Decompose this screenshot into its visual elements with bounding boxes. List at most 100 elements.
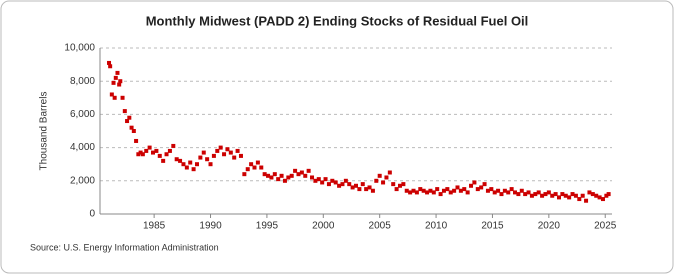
data-point bbox=[492, 190, 497, 195]
data-point bbox=[272, 172, 277, 177]
x-tick-label: 2025 bbox=[594, 221, 617, 232]
data-point bbox=[556, 195, 561, 200]
data-point bbox=[584, 198, 589, 203]
data-point bbox=[326, 182, 331, 187]
data-point bbox=[570, 192, 575, 197]
y-tick-label: 8,000 bbox=[70, 76, 95, 87]
data-point bbox=[469, 183, 474, 188]
data-point bbox=[421, 188, 426, 193]
data-point bbox=[526, 190, 531, 195]
data-point bbox=[211, 153, 216, 158]
data-point bbox=[279, 173, 284, 178]
data-point bbox=[125, 119, 130, 124]
data-point bbox=[587, 190, 592, 195]
data-point bbox=[208, 162, 213, 167]
data-point bbox=[293, 168, 298, 173]
data-point bbox=[316, 177, 321, 182]
data-point bbox=[482, 182, 487, 187]
data-point bbox=[516, 192, 521, 197]
data-point bbox=[384, 175, 389, 180]
data-point bbox=[425, 190, 430, 195]
data-point bbox=[259, 165, 264, 170]
data-point bbox=[144, 148, 149, 153]
x-tick-label: 1995 bbox=[256, 221, 279, 232]
data-point bbox=[164, 152, 169, 157]
data-point bbox=[377, 173, 382, 178]
data-point bbox=[357, 187, 362, 192]
data-point bbox=[120, 95, 125, 100]
data-point bbox=[438, 192, 443, 197]
data-point bbox=[245, 167, 250, 172]
chart-title: Monthly Midwest (PADD 2) Ending Stocks o… bbox=[146, 13, 529, 28]
data-point bbox=[448, 190, 453, 195]
data-point bbox=[560, 192, 565, 197]
data-point bbox=[364, 187, 369, 192]
data-point bbox=[134, 138, 139, 143]
data-point bbox=[367, 185, 372, 190]
data-point bbox=[320, 180, 325, 185]
data-point bbox=[269, 175, 274, 180]
data-point bbox=[218, 145, 223, 150]
data-point bbox=[157, 153, 162, 158]
data-point bbox=[597, 195, 602, 200]
data-point bbox=[462, 187, 467, 192]
data-point bbox=[519, 188, 524, 193]
data-point bbox=[117, 82, 122, 87]
data-point bbox=[502, 188, 507, 193]
data-point bbox=[154, 148, 159, 153]
data-point bbox=[111, 80, 116, 85]
source: Source: U.S. Energy Information Administ… bbox=[30, 242, 219, 252]
data-point bbox=[529, 193, 534, 198]
data-point bbox=[401, 182, 406, 187]
data-point bbox=[408, 190, 413, 195]
data-point bbox=[340, 182, 345, 187]
data-point bbox=[310, 175, 315, 180]
data-point bbox=[296, 172, 301, 177]
data-point bbox=[188, 160, 193, 165]
data-point bbox=[606, 192, 611, 197]
data-point bbox=[147, 145, 152, 150]
data-point bbox=[381, 180, 386, 185]
data-point bbox=[235, 148, 240, 153]
y-tick-label: 4,000 bbox=[70, 142, 95, 153]
data-point bbox=[276, 177, 281, 182]
data-point bbox=[138, 150, 143, 155]
data-point bbox=[201, 150, 206, 155]
data-point bbox=[354, 183, 358, 188]
data-point bbox=[198, 155, 203, 160]
data-point bbox=[347, 182, 352, 187]
data-point bbox=[431, 190, 436, 195]
data-point bbox=[174, 157, 179, 162]
data-point bbox=[573, 193, 578, 198]
data-point bbox=[337, 183, 342, 188]
data-point bbox=[523, 192, 528, 197]
x-tick-label: 2010 bbox=[425, 221, 448, 232]
data-point bbox=[191, 167, 196, 172]
data-point bbox=[394, 187, 399, 192]
data-point bbox=[228, 150, 233, 155]
data-point bbox=[109, 92, 114, 97]
data-point bbox=[489, 187, 494, 192]
data-point bbox=[299, 170, 304, 175]
data-point bbox=[452, 188, 457, 193]
data-point bbox=[374, 178, 379, 183]
data-point bbox=[232, 155, 237, 160]
data-point bbox=[262, 172, 267, 177]
data-point bbox=[112, 95, 117, 100]
data-point bbox=[181, 162, 186, 167]
data-point bbox=[465, 190, 470, 195]
data-point bbox=[441, 188, 446, 193]
data-point bbox=[127, 115, 132, 120]
x-tick-label: 1990 bbox=[199, 221, 222, 232]
data-point bbox=[118, 79, 123, 84]
x-tick-label: 1985 bbox=[143, 221, 166, 232]
data-point bbox=[161, 158, 166, 163]
data-point bbox=[255, 160, 260, 165]
data-point bbox=[107, 60, 112, 65]
x-tick-label: 2000 bbox=[312, 221, 335, 232]
data-point bbox=[249, 162, 254, 167]
data-point bbox=[184, 165, 189, 170]
data-point bbox=[360, 182, 365, 187]
data-point bbox=[506, 190, 511, 195]
data-point bbox=[131, 129, 136, 133]
